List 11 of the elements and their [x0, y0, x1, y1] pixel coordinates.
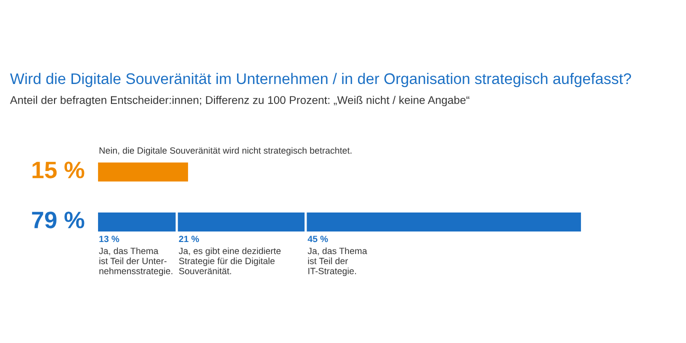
data-label: 45 % [308, 236, 328, 242]
series-label: Ja, es gibt eine dezidierte Strategie für die Digitale Souveränität. [178, 248, 281, 274]
data-label: 13 % [99, 236, 120, 242]
chart-subtitle: Anteil der befragten Entscheider:innen; Differenz zu 100 Prozent: „Weiß nicht / keine Angabe“ [10, 96, 470, 106]
total-label: 79 % [32, 212, 84, 228]
chart-title: Wird die Digitale Souveränität im Unternehmen / in der Organisation strategisch aufgefasst? [10, 72, 632, 88]
series-label: Ja, das Thema ist Teil der IT-Strategie. [308, 248, 368, 276]
series-label: Nein, die Digitale Souveränität wird nicht strategisch betrachtet. [100, 147, 352, 156]
data-label: 21 % [178, 236, 199, 242]
series-label: Ja, das Thema ist Teil der Unter- nehmensstrategie. [98, 248, 172, 276]
data-label: 15 % [32, 162, 84, 178]
